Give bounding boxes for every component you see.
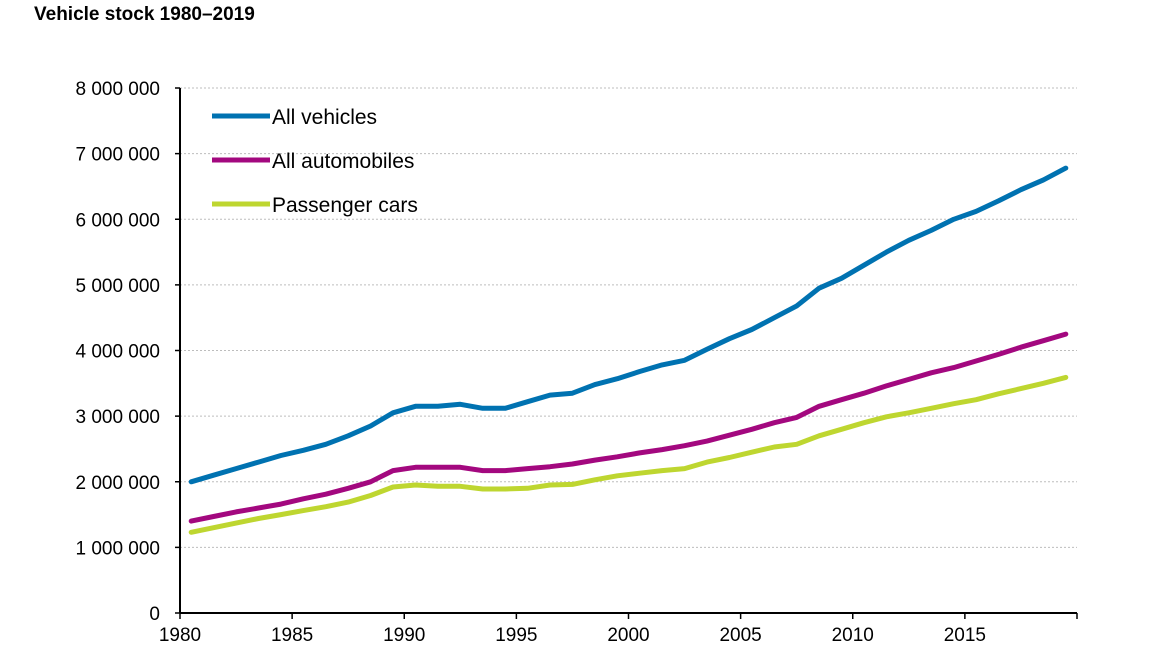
y-tick-label: 3 000 000 (75, 407, 160, 428)
legend-label: All vehicles (272, 106, 377, 129)
x-tick-label: 1995 (495, 625, 537, 646)
y-tick-label: 5 000 000 (75, 276, 160, 297)
y-tick-label: 1 000 000 (75, 538, 160, 559)
series-line-all-vehicles (188, 165, 1069, 485)
y-tick-label: 4 000 000 (75, 342, 160, 363)
y-tick-label: 2 000 000 (75, 473, 160, 494)
x-tick-label: 2005 (719, 625, 761, 646)
y-tick-label: 8 000 000 (75, 79, 160, 100)
legend-label: All automobiles (272, 150, 414, 173)
legend-label: Passenger cars (272, 194, 418, 217)
x-tick-label: 2000 (607, 625, 649, 646)
x-tick-label: 2010 (832, 625, 874, 646)
chart-title: Vehicle stock 1980–2019 (34, 4, 255, 25)
series-line-all-automobiles (188, 331, 1069, 524)
y-tick-label: 0 (149, 604, 160, 625)
x-tick-label: 1985 (271, 625, 313, 646)
series-line-passenger-cars (188, 374, 1069, 535)
x-tick-label: 1990 (383, 625, 425, 646)
x-tick-label: 2015 (944, 625, 986, 646)
y-tick-label: 7 000 000 (75, 145, 160, 166)
x-tick-label: 1980 (159, 625, 201, 646)
y-tick-label: 6 000 000 (75, 210, 160, 231)
